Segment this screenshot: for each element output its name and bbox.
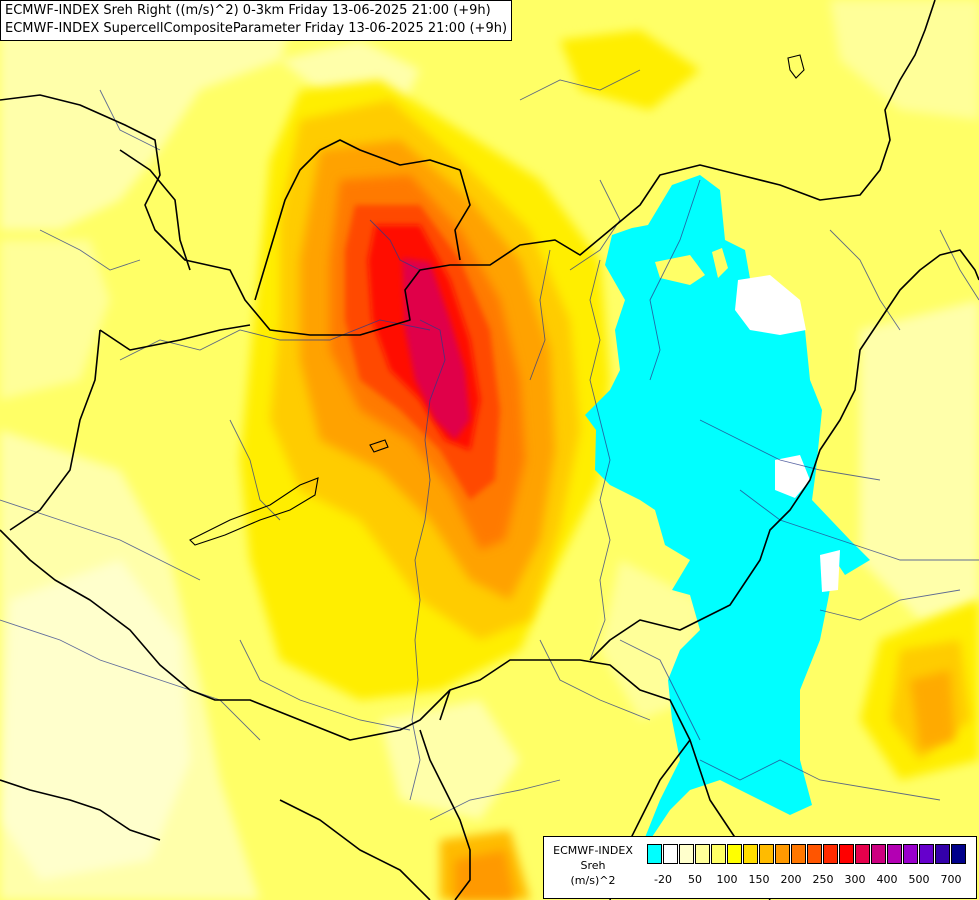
legend-swatch [647,844,662,864]
legend-unit: (m/s)^2 [570,874,616,887]
legend-swatch [695,844,710,864]
negative-sreh-region [585,175,870,850]
legend-tick-label: 150 [748,873,770,886]
legend-tick-label: 500 [908,873,930,886]
title-line-1: ECMWF-INDEX Sreh Right ((m/s)^2) 0-3km F… [5,3,491,18]
legend-swatch [871,844,886,864]
legend-swatch [775,844,790,864]
title-line-2: ECMWF-INDEX SupercellCompositeParameter … [5,21,508,36]
legend-source: ECMWF-INDEX [553,844,633,857]
legend-tick-label: 400 [876,873,898,886]
legend-tick-label: 250 [812,873,834,886]
color-legend: ECMWF-INDEX Sreh (m/s)^2 -20 50 100 150 200 2… [543,836,977,899]
legend-ticks: -20 50 100 150 200 250 300 400 500 700 [647,873,975,889]
legend-swatch [919,844,934,864]
legend-swatch [951,844,966,864]
legend-swatch [823,844,838,864]
legend-tick-label: 100 [716,873,738,886]
title-box: ECMWF-INDEX Sreh Right ((m/s)^2) 0-3km F… [0,0,513,41]
legend-swatch [839,844,854,864]
legend-swatch [855,844,870,864]
lakes [189,54,805,546]
legend-swatches [647,844,967,864]
legend-swatch [759,844,774,864]
legend-swatch [807,844,822,864]
legend-swatch [727,844,742,864]
legend-swatch [903,844,918,864]
legend-parameter: Sreh [580,859,606,872]
legend-tick-label: 300 [844,873,866,886]
legend-tick-label: 50 [688,873,702,886]
rivers [0,69,979,821]
legend-labels: ECMWF-INDEX Sreh (m/s)^2 [544,843,642,888]
legend-swatch [711,844,726,864]
legend-swatch [743,844,758,864]
legend-swatch [791,844,806,864]
legend-swatch [679,844,694,864]
legend-tick-label: 700 [940,873,962,886]
sreh-band-crimson [402,258,470,440]
legend-swatch [887,844,902,864]
legend-swatch [663,844,678,864]
legend-swatch [935,844,950,864]
legend-tick-label: 200 [780,873,802,886]
legend-tick-label: -20 [654,873,672,886]
